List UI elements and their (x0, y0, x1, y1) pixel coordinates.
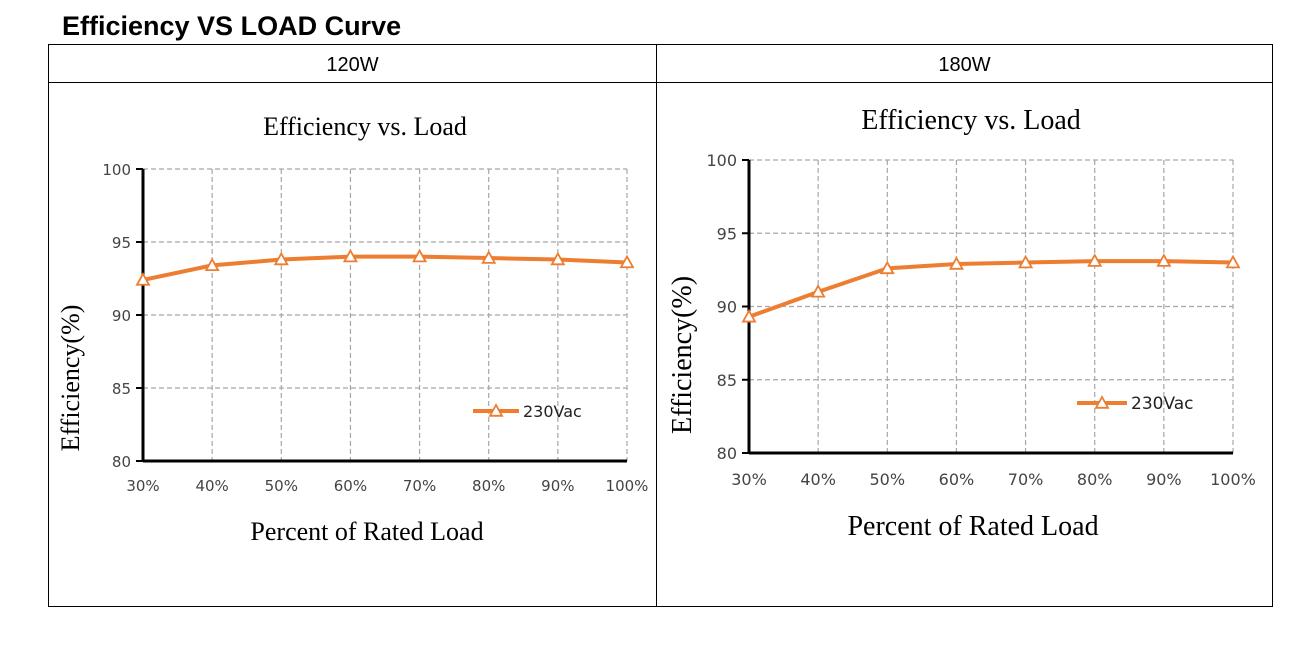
x-tick-label: 50% (265, 477, 298, 495)
data-point-marker (619, 254, 635, 269)
x-tick-label: 40% (800, 470, 836, 489)
x-tick-label: 70% (403, 477, 436, 495)
data-point-marker (481, 250, 497, 264)
data-point-marker (1018, 254, 1034, 269)
x-tick-label: 40% (195, 477, 228, 495)
y-tick-label: 100 (706, 151, 737, 170)
x-tick-label: 80% (472, 477, 505, 495)
data-point-marker (879, 260, 895, 275)
data-point-marker (1225, 254, 1241, 269)
data-point-marker (204, 257, 220, 272)
x-tick-label: 80% (1077, 470, 1113, 489)
y-tick-label: 80 (112, 453, 131, 471)
x-tick-label: 60% (334, 477, 367, 495)
x-tick-label: 30% (731, 470, 767, 489)
plot-area: 80 85 90 95 100 30% 40% 50% 60% 70% 80% 90% 100% 230V… (102, 161, 648, 495)
y-tick-label: 100 (102, 161, 131, 179)
y-tick-label: 95 (112, 234, 131, 252)
chart-180w: Efficiency vs. Load Efficiency(%) Percen… (667, 105, 1256, 542)
legend-marker-swatch (1094, 395, 1110, 409)
page-title: Efficiency VS LOAD Curve (62, 11, 402, 41)
data-point-marker (135, 272, 151, 286)
column-header-120w: 120W (326, 54, 379, 76)
legend-label: 230Vac (1131, 394, 1194, 414)
x-tick-label: 30% (126, 477, 159, 495)
series-line-230vac (748, 259, 1234, 319)
plot-area: 80 85 90 95 100 30% 40% 50% 60% 70% 80% 90% 100% 230V… (706, 151, 1255, 489)
y-tick-label: 90 (112, 307, 131, 325)
x-tick-label: 70% (1008, 470, 1044, 489)
x-tick-label: 50% (870, 470, 906, 489)
data-point-marker (342, 248, 358, 263)
data-point-marker (948, 256, 964, 270)
data-point-marker (741, 308, 757, 323)
data-point-marker (1087, 253, 1103, 267)
x-tick-label: 90% (1146, 470, 1182, 489)
column-divider (656, 45, 657, 606)
table-header-row: 120W 180W (49, 45, 1272, 83)
column-header-180w: 180W (938, 54, 991, 76)
chart-120w: Efficiency vs. Load Efficiency(%) Percen… (56, 112, 648, 546)
chart-title: Efficiency vs. Load (263, 112, 467, 141)
y-tick-label: 85 (112, 380, 131, 398)
legend-label: 230Vac (523, 402, 582, 421)
chart-title: Efficiency vs. Load (861, 105, 1081, 136)
x-tick-label: 60% (939, 470, 975, 489)
chart-table: 120W 180W (48, 44, 1273, 607)
y-tick-label: 90 (717, 298, 737, 317)
x-axis-label: Percent of Rated Load (847, 511, 1098, 542)
data-point-marker (412, 248, 428, 263)
data-point-marker (550, 251, 566, 266)
y-axis-label: Efficiency(%) (56, 305, 85, 452)
legend-marker-swatch (488, 403, 504, 417)
y-tick-label: 85 (717, 371, 737, 390)
data-point-marker (1156, 253, 1172, 267)
y-tick-label: 95 (717, 224, 737, 243)
data-point-marker (810, 283, 826, 298)
data-point-marker (273, 251, 289, 266)
x-axis-label: Percent of Rated Load (250, 517, 483, 546)
x-tick-label: 100% (606, 477, 649, 495)
x-tick-label: 90% (541, 477, 574, 495)
series-line-230vac (142, 254, 628, 282)
y-axis-label: Efficiency(%) (667, 276, 698, 434)
y-tick-label: 80 (717, 444, 737, 463)
x-tick-label: 100% (1210, 470, 1256, 489)
